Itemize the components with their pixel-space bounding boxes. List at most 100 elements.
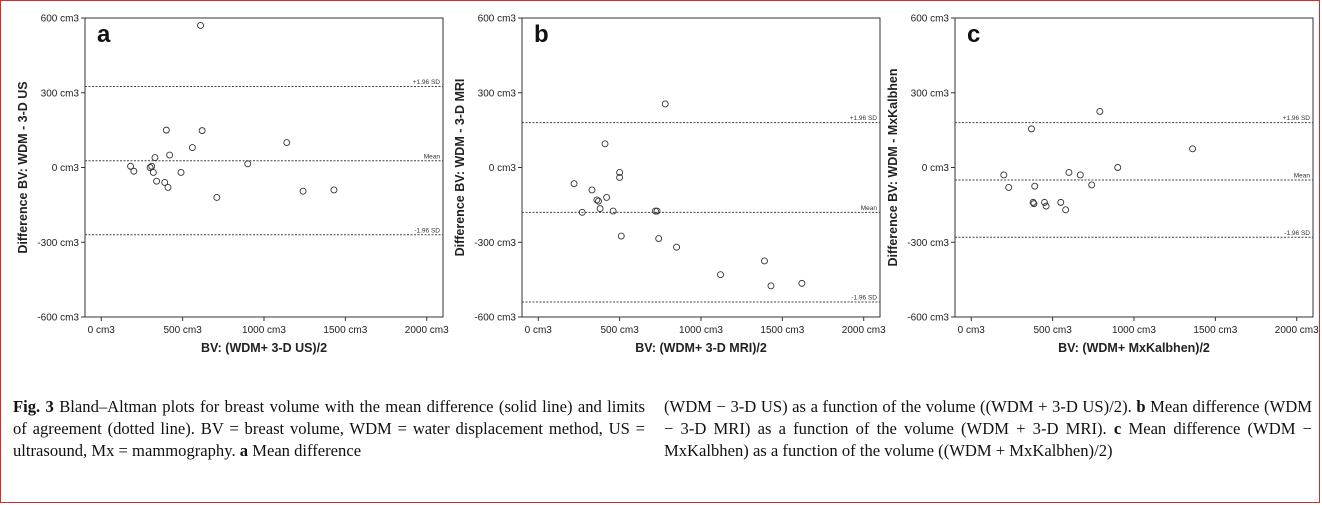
x-tick-label-c: 1000 cm3: [1112, 325, 1156, 336]
data-point-c: [1088, 181, 1096, 189]
data-point-a: [153, 177, 161, 185]
caption-left-segment: Mean difference: [248, 441, 362, 460]
x-tick-label-c: 0 cm3: [958, 325, 986, 336]
data-point-a: [330, 186, 338, 194]
caption-right-segment: (WDM − 3-D US) as a function of the volu…: [664, 397, 1137, 416]
y-axis-title-c: Difference BV: WDM - MxKalbhen: [886, 69, 900, 267]
data-point-a: [166, 151, 174, 159]
panel-label-b: b: [534, 21, 549, 48]
x-tick-label-c: 2000 cm3: [1275, 325, 1319, 336]
data-point-b: [601, 140, 609, 148]
x-tick-label-b: 1500 cm3: [760, 325, 804, 336]
data-point-b: [653, 207, 661, 215]
y-tick-label-a: 0 cm3: [52, 163, 80, 174]
data-point-a: [148, 162, 156, 170]
lower-limit-label-b: -1.96 SD: [851, 295, 877, 302]
data-point-a: [198, 127, 206, 135]
y-axis-title-a: Difference BV: WDM - 3-D US: [16, 81, 30, 253]
data-point-a: [197, 22, 204, 29]
lower-limit-label-a: -1.96 SD: [414, 227, 440, 234]
data-point-a: [177, 169, 185, 176]
x-tick-label-b: 1000 cm3: [679, 325, 723, 336]
lower-limit-label-c: -1.96 SD: [1284, 230, 1310, 237]
data-point-a: [299, 187, 307, 195]
figure-caption-left: Fig. 3 Bland–Altman plots for breast vol…: [13, 396, 645, 462]
y-tick-label-a: 300 cm3: [41, 88, 80, 99]
data-point-b: [570, 180, 578, 188]
data-point-a: [283, 139, 291, 147]
data-point-c: [1057, 198, 1065, 206]
x-tick-label-b: 2000 cm3: [842, 325, 886, 336]
data-point-b: [798, 279, 806, 287]
y-tick-label-a: 600 cm3: [41, 14, 80, 25]
data-point-a: [161, 178, 169, 186]
caption-right-segment: c: [1113, 419, 1122, 438]
data-point-c: [1000, 171, 1008, 179]
y-tick-label-c: 600 cm3: [911, 14, 950, 25]
data-point-c: [1076, 171, 1084, 179]
data-point-c: [1005, 183, 1013, 191]
data-point-b: [616, 174, 624, 181]
data-point-b: [578, 208, 586, 216]
x-tick-label-a: 2000 cm3: [405, 325, 449, 336]
x-tick-label-a: 1000 cm3: [242, 325, 286, 336]
data-point-c: [1042, 202, 1050, 210]
x-tick-label-a: 1500 cm3: [323, 325, 367, 336]
x-tick-label-b: 500 cm3: [600, 325, 639, 336]
y-tick-label-b: 300 cm3: [478, 88, 517, 99]
data-point-b: [673, 243, 681, 251]
plot-frame-b: [521, 17, 881, 318]
data-point-a: [164, 183, 172, 191]
upper-limit-label-b: +1.96 SD: [850, 115, 878, 122]
y-tick-label-c: 0 cm3: [922, 163, 950, 174]
data-point-b: [617, 232, 625, 240]
upper-limit-label-a: +1.96 SD: [413, 79, 441, 86]
caption-right-segment: Mean difference (WDM − MxKalbhen) as a f…: [664, 419, 1313, 460]
mean-label-a: Mean: [424, 153, 441, 160]
data-point-c: [1096, 107, 1104, 115]
plot-frame-c: [954, 17, 1314, 318]
data-point-a: [127, 162, 135, 170]
y-tick-label-b: 0 cm3: [489, 163, 517, 174]
panel-label-c: c: [967, 21, 980, 48]
data-point-b: [595, 197, 602, 205]
caption-left-segment: Fig. 3: [13, 397, 54, 416]
y-tick-label-c: -600 cm3: [907, 313, 949, 324]
data-point-b: [596, 205, 604, 213]
data-point-c: [1065, 169, 1073, 176]
data-point-c: [1189, 145, 1197, 153]
data-point-a: [151, 154, 159, 161]
y-axis-title-b: Difference BV: WDM - 3-D MRI: [453, 79, 467, 257]
y-tick-label-c: 300 cm3: [911, 88, 950, 99]
data-point-c: [1114, 164, 1122, 171]
data-point-a: [244, 160, 252, 168]
caption-left-segment: a: [239, 441, 249, 460]
data-point-c: [1028, 125, 1035, 133]
data-point-a: [213, 193, 221, 201]
data-point-b: [609, 207, 617, 215]
data-point-c: [1031, 182, 1039, 190]
mean-label-b: Mean: [861, 205, 878, 212]
caption-right-segment: Mean difference (WDM − 3-D MRI) as a fun…: [664, 397, 1312, 438]
data-point-c: [1062, 206, 1070, 214]
x-tick-label-c: 500 cm3: [1033, 325, 1072, 336]
data-point-b: [767, 282, 775, 290]
y-tick-label-b: -300 cm3: [474, 238, 516, 249]
x-tick-label-c: 1500 cm3: [1193, 325, 1237, 336]
data-point-b: [761, 257, 768, 265]
data-point-b: [616, 169, 624, 176]
plot-frame-a: [84, 17, 444, 318]
x-tick-label-a: 500 cm3: [163, 325, 202, 336]
upper-limit-label-c: +1.96 SD: [1283, 115, 1311, 122]
bland-altman-plots: a -600 cm3 -300 cm3 0 cm3 300 cm3 600 cm3 0 cm…: [16, 14, 1319, 356]
y-tick-label-b: -600 cm3: [474, 313, 516, 324]
data-point-a: [149, 169, 157, 176]
data-point-c: [1041, 198, 1048, 206]
panel-label-a: a: [97, 21, 111, 48]
caption-left-segment: Bland–Altman plots for breast volume wit…: [13, 397, 645, 460]
data-point-b: [661, 100, 669, 108]
caption-right-segment: b: [1136, 397, 1146, 416]
x-tick-label-a: 0 cm3: [88, 325, 116, 336]
data-point-a: [188, 144, 196, 152]
data-point-c: [1030, 200, 1038, 208]
